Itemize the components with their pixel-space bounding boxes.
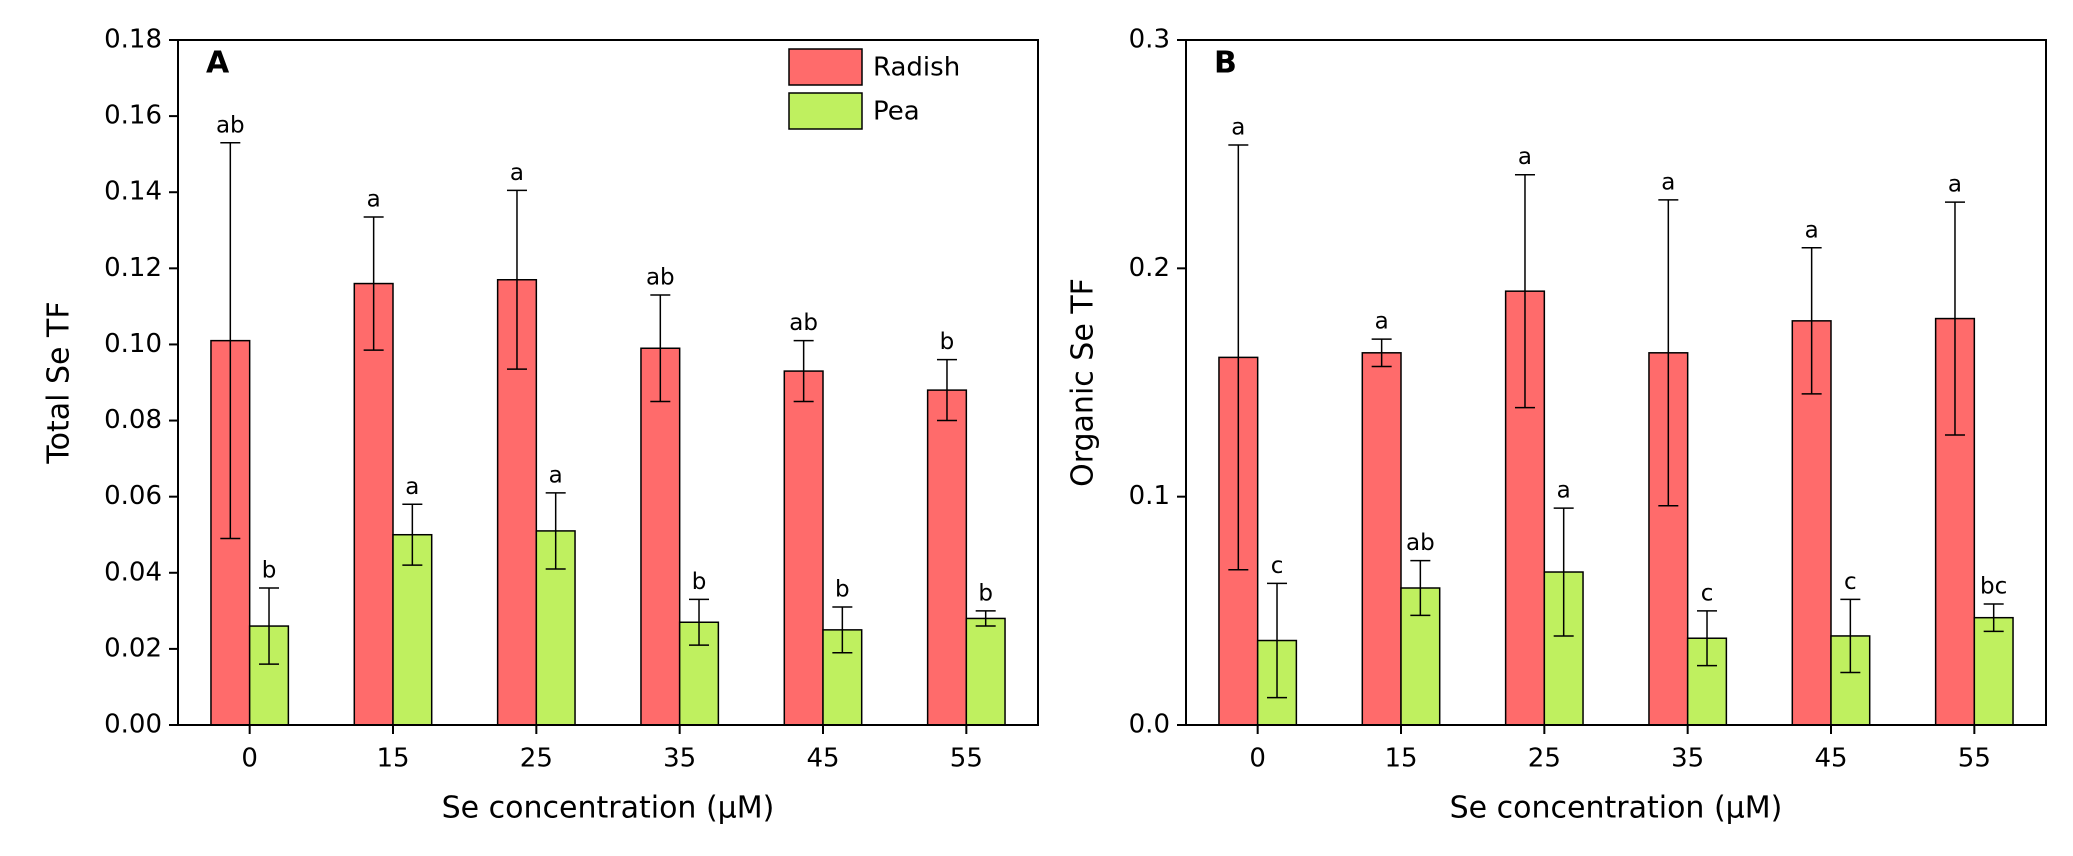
- error-bar: [402, 503, 423, 566]
- significance-letter: a: [1518, 144, 1532, 170]
- y-tick-label: 0.14: [104, 177, 162, 207]
- significance-letter: ab: [789, 310, 818, 336]
- x-tick-label: 45: [806, 744, 839, 774]
- significance-letter: b: [835, 577, 850, 603]
- y-tick-label: 0.04: [104, 557, 162, 587]
- bar: [640, 347, 681, 726]
- plot-frame: [1185, 39, 2047, 726]
- y-tick-label: 0.16: [104, 101, 162, 131]
- y-tick-label: 0.12: [104, 253, 162, 283]
- bar: [783, 370, 824, 726]
- y-tick-label: 0.1: [1129, 481, 1170, 511]
- significance-letter: a: [1231, 115, 1245, 141]
- error-bar: [793, 339, 814, 403]
- x-tick-label: 25: [1528, 744, 1561, 774]
- significance-letter: a: [1805, 217, 1819, 243]
- x-tick-label: 35: [1671, 744, 1704, 774]
- error-bar: [650, 294, 671, 403]
- legend-label: Radish: [873, 53, 960, 83]
- x-axis-title: Se concentration (μM): [1450, 791, 1783, 826]
- bar: [1973, 616, 2014, 726]
- error-bar: [506, 189, 527, 370]
- legend-swatch: [788, 48, 863, 86]
- error-bar: [936, 358, 957, 422]
- x-tick-label: 35: [663, 744, 696, 774]
- error-bar: [1228, 144, 1249, 571]
- significance-letter: bc: [1980, 573, 2007, 599]
- error-bar: [1553, 507, 1574, 637]
- y-axis-title: Organic Se TF: [1066, 278, 1101, 487]
- y-tick-label: 0.2: [1129, 253, 1170, 283]
- significance-letter: c: [1701, 580, 1714, 606]
- bar: [965, 617, 1006, 726]
- y-tick-label: 0.02: [104, 633, 162, 663]
- significance-letter: ab: [216, 112, 245, 138]
- y-tick-label: 0.3: [1129, 25, 1170, 55]
- significance-letter: b: [978, 580, 993, 606]
- y-axis-title: Total Se TF: [42, 301, 77, 464]
- bar: [926, 389, 968, 726]
- x-tick-label: 0: [241, 744, 258, 774]
- legend-swatch: [788, 92, 863, 130]
- y-tick-label: 0.08: [104, 405, 162, 435]
- x-tick-label: 0: [1249, 744, 1266, 774]
- panel-label: B: [1214, 46, 1237, 81]
- legend-label: Pea: [873, 97, 920, 127]
- error-bar: [832, 606, 853, 654]
- y-tick-label: 0.0: [1129, 710, 1170, 740]
- error-bar: [220, 142, 241, 540]
- error-bar: [1514, 173, 1535, 409]
- significance-letter: b: [692, 569, 707, 595]
- significance-letter: a: [1557, 478, 1571, 504]
- x-tick-label: 55: [950, 744, 983, 774]
- error-bar: [1801, 247, 1822, 395]
- y-tick-label: 0.10: [104, 329, 162, 359]
- significance-letter: b: [262, 558, 277, 584]
- x-tick-label: 55: [1958, 744, 1991, 774]
- x-tick-label: 15: [1384, 744, 1417, 774]
- significance-letter: a: [1375, 309, 1389, 335]
- plot-frame: [177, 39, 1039, 726]
- error-bar: [975, 610, 996, 627]
- significance-letter: a: [549, 462, 563, 488]
- significance-letter: a: [367, 186, 381, 212]
- bar: [1361, 352, 1402, 726]
- error-bar: [1840, 598, 1861, 674]
- x-tick-label: 15: [376, 744, 409, 774]
- x-axis-title: Se concentration (μM): [442, 791, 775, 826]
- significance-letter: c: [1844, 569, 1857, 595]
- error-bar: [1410, 559, 1431, 617]
- error-bar: [1697, 610, 1718, 667]
- significance-letter: a: [1661, 169, 1675, 195]
- error-bar: [1983, 603, 2004, 633]
- error-bar: [1267, 582, 1288, 699]
- error-bar: [1658, 199, 1679, 507]
- error-bar: [1944, 201, 1965, 436]
- significance-letter: a: [510, 160, 524, 186]
- error-bar: [363, 216, 384, 351]
- y-tick-label: 0.06: [104, 481, 162, 511]
- significance-letter: ab: [1406, 530, 1435, 556]
- significance-letter: ab: [646, 264, 675, 290]
- error-bar: [1371, 338, 1392, 368]
- error-bar: [259, 587, 280, 665]
- error-bar: [689, 598, 710, 646]
- y-tick-label: 0.00: [104, 710, 162, 740]
- panel-label: A: [206, 46, 230, 81]
- error-bar: [545, 492, 566, 570]
- significance-letter: c: [1271, 553, 1284, 579]
- x-tick-label: 45: [1814, 744, 1847, 774]
- significance-letter: a: [405, 474, 419, 500]
- significance-letter: a: [1948, 172, 1962, 198]
- significance-letter: b: [940, 329, 955, 355]
- y-tick-label: 0.18: [104, 25, 162, 55]
- x-tick-label: 25: [520, 744, 553, 774]
